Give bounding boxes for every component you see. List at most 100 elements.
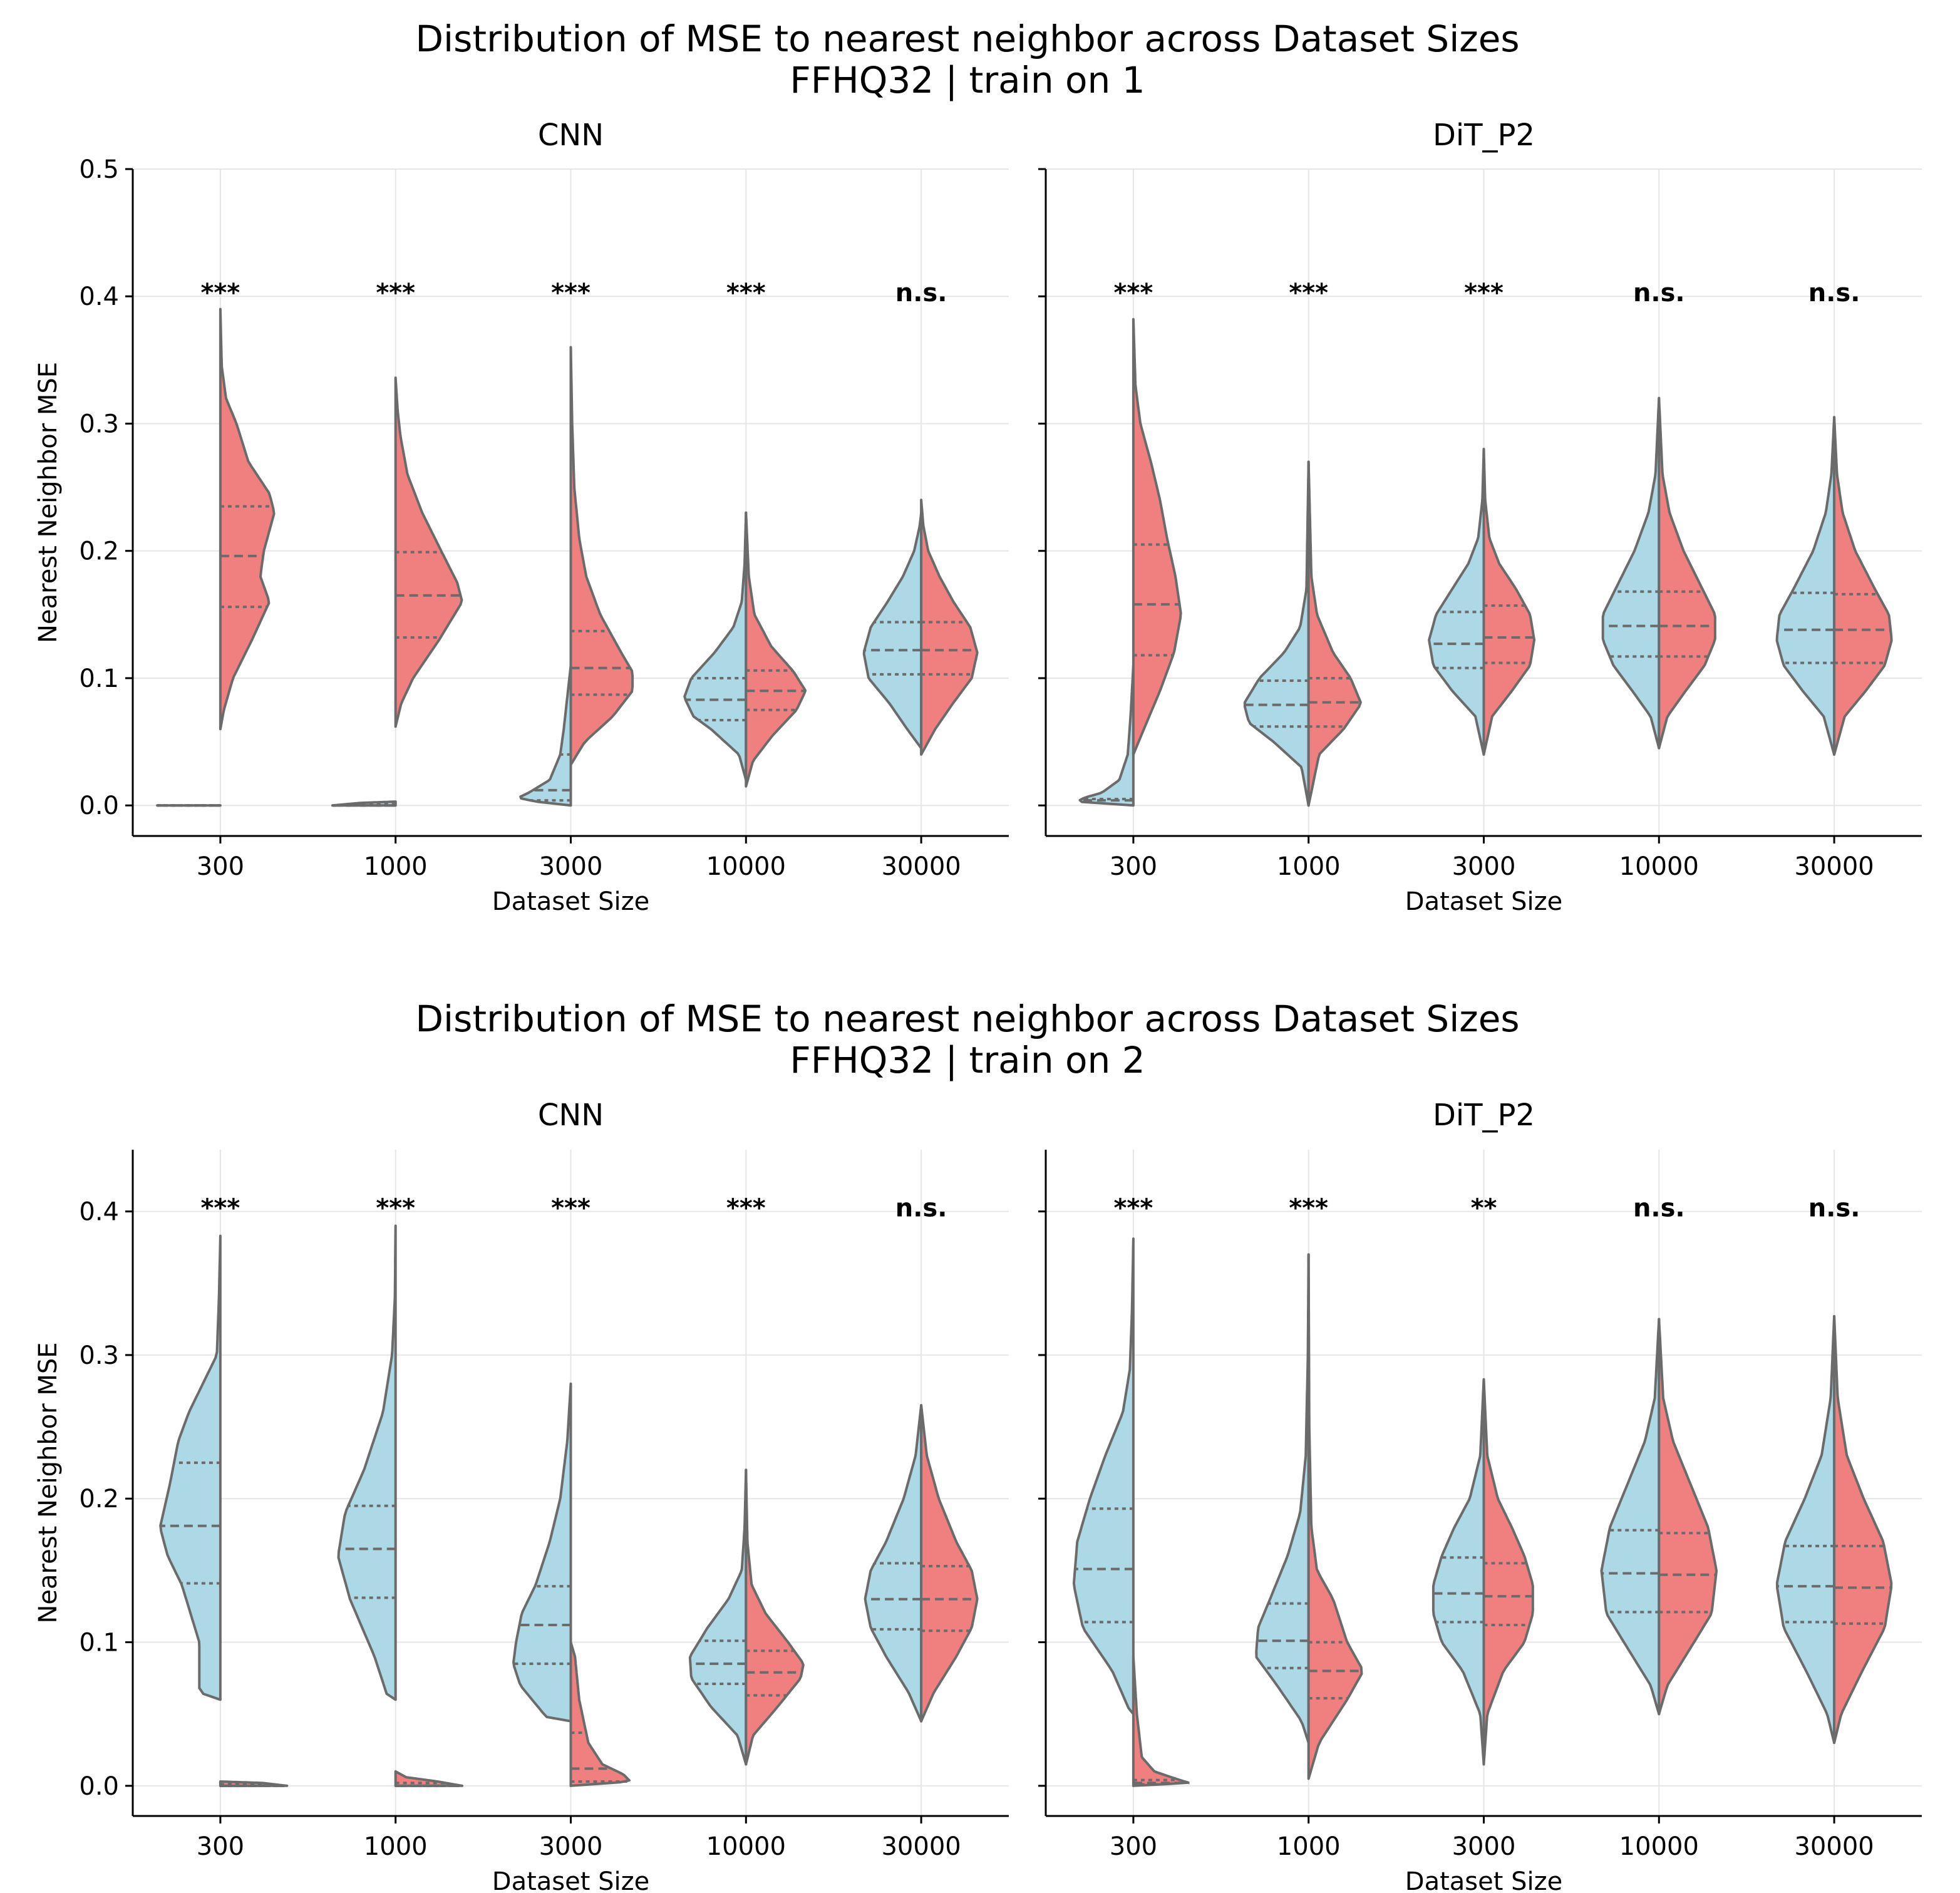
violin-left-300 bbox=[1078, 664, 1135, 807]
x-tick-label: 10000 bbox=[1619, 1832, 1699, 1861]
violin-right-30000 bbox=[920, 498, 979, 756]
violin-left-30000 bbox=[1775, 1315, 1836, 1745]
violin-left-30000 bbox=[1775, 416, 1836, 756]
x-tick-label: 30000 bbox=[1794, 1832, 1874, 1861]
violin-left-10000 bbox=[1601, 396, 1661, 750]
x-axis-label: Dataset Size bbox=[1405, 1867, 1562, 1893]
x-tick-label: 30000 bbox=[1794, 852, 1874, 881]
panel-title: DiT_P2 bbox=[1433, 118, 1535, 153]
significance-label: n.s. bbox=[1808, 1194, 1860, 1223]
x-axis-label: Dataset Size bbox=[492, 1867, 649, 1893]
violin-left-3000 bbox=[519, 664, 572, 807]
y-tick-label: 0.1 bbox=[79, 1629, 119, 1658]
violin-right-30000 bbox=[1833, 416, 1893, 756]
y-tick-label: 0.3 bbox=[79, 410, 119, 438]
row2-title-line1: Distribution of MSE to nearest neighbor … bbox=[415, 998, 1519, 1040]
row1-title-line1: Distribution of MSE to nearest neighbor … bbox=[415, 18, 1519, 60]
x-tick-label: 300 bbox=[1110, 1832, 1157, 1861]
violin-right-10000 bbox=[745, 511, 807, 788]
violin-left-300 bbox=[159, 1234, 222, 1701]
significance-label: *** bbox=[1114, 1194, 1153, 1223]
x-tick-label: 10000 bbox=[1619, 852, 1699, 881]
x-tick-label: 1000 bbox=[364, 852, 428, 881]
violin-left-3000 bbox=[1431, 1378, 1485, 1766]
significance-label: n.s. bbox=[1808, 279, 1860, 307]
violin-left-10000 bbox=[688, 1468, 748, 1766]
significance-label: *** bbox=[726, 279, 766, 307]
violin-right-1000 bbox=[1307, 460, 1362, 807]
significance-label: *** bbox=[551, 279, 591, 307]
violin-right-10000 bbox=[745, 1468, 805, 1766]
row1-title-line2: FFHQ32 | train on 1 bbox=[790, 59, 1145, 101]
violin-left-10000 bbox=[683, 511, 748, 781]
violin-right-300 bbox=[1132, 1655, 1190, 1787]
x-tick-label: 3000 bbox=[1452, 1832, 1516, 1861]
significance-label: *** bbox=[201, 1194, 240, 1223]
panel-3: 0.0 0.1 0.2 0.3 0.4 300 *** 1000 *** 3000 *** 10000… bbox=[34, 1098, 1009, 1893]
panel-title: CNN bbox=[538, 118, 604, 153]
violin-right-3000 bbox=[1482, 1378, 1534, 1766]
x-tick-label: 1000 bbox=[1277, 1832, 1341, 1861]
panel-2: 300 *** 1000 *** 3000 *** 10000 n.s. 30000 n.s. Di… bbox=[1038, 118, 1922, 916]
significance-label: ** bbox=[1471, 1194, 1497, 1223]
violin-right-3000 bbox=[569, 1641, 631, 1787]
violin-right-10000 bbox=[1658, 396, 1716, 750]
significance-label: *** bbox=[1114, 279, 1153, 307]
x-axis-label: Dataset Size bbox=[492, 887, 649, 916]
significance-label: *** bbox=[376, 279, 415, 307]
panel-title: DiT_P2 bbox=[1433, 1098, 1535, 1133]
x-tick-label: 30000 bbox=[881, 1832, 961, 1861]
y-tick-label: 0.3 bbox=[79, 1341, 119, 1370]
row2-title-line2: FFHQ32 | train on 2 bbox=[790, 1039, 1145, 1081]
x-tick-label: 300 bbox=[1110, 852, 1157, 881]
panel-4: 300 *** 1000 *** 3000 ** 10000 n.s. 30000 n.s. DiT… bbox=[1038, 1098, 1922, 1893]
y-tick-label: 0.4 bbox=[79, 282, 119, 311]
significance-label: *** bbox=[376, 1194, 415, 1223]
x-tick-label: 30000 bbox=[881, 852, 961, 881]
violin-left-3000 bbox=[1428, 448, 1485, 756]
y-tick-label: 0.0 bbox=[79, 792, 119, 820]
violin-right-10000 bbox=[1658, 1318, 1718, 1716]
x-tick-label: 1000 bbox=[364, 1832, 428, 1861]
panel-title: CNN bbox=[538, 1098, 604, 1133]
violin-left-3000 bbox=[512, 1382, 572, 1723]
violin-right-30000 bbox=[920, 1404, 979, 1723]
violin-right-300 bbox=[219, 307, 276, 731]
significance-label: n.s. bbox=[895, 1194, 947, 1223]
y-tick-label: 0.4 bbox=[79, 1198, 119, 1227]
y-tick-label: 0.0 bbox=[79, 1772, 119, 1801]
violin-right-30000 bbox=[1833, 1315, 1893, 1745]
y-tick-label: 0.1 bbox=[79, 664, 119, 693]
panel-1: 0.0 0.1 0.2 0.3 0.4 0.5 300 *** 1000 *** 3000 *** 10… bbox=[34, 118, 1009, 916]
y-tick-label: 0.5 bbox=[79, 155, 119, 184]
significance-label: n.s. bbox=[1633, 279, 1685, 307]
violin-left-1000 bbox=[1243, 460, 1310, 807]
violin-right-300 bbox=[1132, 317, 1182, 756]
violin-left-30000 bbox=[864, 1404, 923, 1723]
y-axis-label: Nearest Neighbor MSE bbox=[34, 362, 63, 643]
significance-label: *** bbox=[201, 279, 240, 307]
y-tick-label: 0.2 bbox=[79, 537, 119, 566]
violin-left-30000 bbox=[862, 511, 923, 750]
significance-label: *** bbox=[551, 1194, 591, 1223]
x-tick-label: 300 bbox=[197, 1832, 244, 1861]
significance-label: n.s. bbox=[895, 279, 947, 307]
x-tick-label: 10000 bbox=[706, 852, 786, 881]
violin-left-300 bbox=[1072, 1237, 1135, 1716]
violin-left-1000 bbox=[337, 1224, 397, 1701]
x-tick-label: 3000 bbox=[539, 852, 603, 881]
x-tick-label: 3000 bbox=[1452, 852, 1516, 881]
x-tick-label: 300 bbox=[197, 852, 244, 881]
x-axis-label: Dataset Size bbox=[1405, 887, 1562, 916]
significance-label: *** bbox=[726, 1194, 766, 1223]
x-tick-label: 3000 bbox=[539, 1832, 603, 1861]
significance-label: *** bbox=[1289, 279, 1328, 307]
y-axis-label: Nearest Neighbor MSE bbox=[34, 1342, 63, 1623]
y-tick-label: 0.2 bbox=[79, 1485, 119, 1514]
violin-right-3000 bbox=[569, 346, 634, 766]
x-tick-label: 1000 bbox=[1277, 852, 1341, 881]
significance-label: n.s. bbox=[1633, 1194, 1685, 1223]
x-tick-label: 10000 bbox=[706, 1832, 786, 1861]
violin-right-3000 bbox=[1482, 448, 1536, 756]
